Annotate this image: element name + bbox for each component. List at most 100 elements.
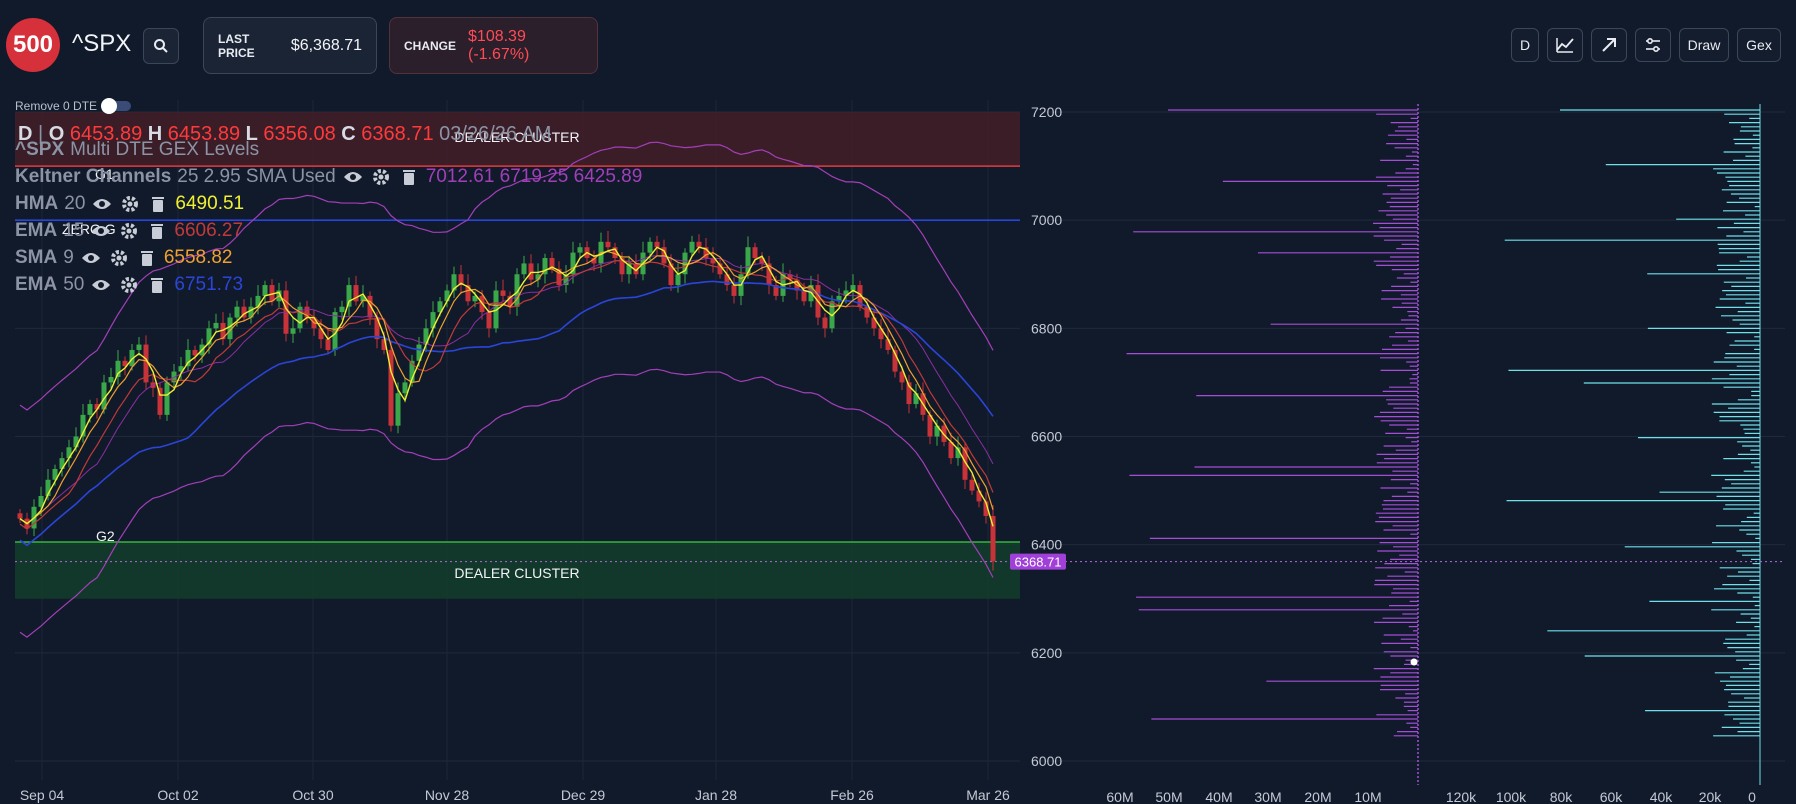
- hist-right-tick: 120k: [1446, 789, 1477, 804]
- candle-body: [626, 263, 632, 275]
- remove-0dte-toggle[interactable]: Remove 0 DTE: [15, 98, 132, 114]
- legend-desc: Multi DTE GEX Levels: [70, 139, 260, 160]
- candle-body: [696, 241, 702, 248]
- candle-body: [549, 258, 555, 269]
- candle-body: [612, 247, 618, 259]
- eye-icon[interactable]: [90, 275, 112, 295]
- last-price-label: LAST PRICE: [218, 31, 255, 60]
- arrow-up-right-icon: [1602, 38, 1616, 52]
- candle-body: [206, 328, 212, 345]
- candle-body: [864, 306, 870, 318]
- gear-icon[interactable]: [118, 275, 140, 295]
- candle-body: [185, 349, 191, 367]
- ohlc-o-label: O: [48, 123, 65, 145]
- ohlc-h-label: H: [147, 123, 163, 145]
- ohlc-l-label: L: [245, 123, 258, 145]
- chart-line-icon: [1556, 38, 1574, 53]
- indicators-button[interactable]: [1547, 28, 1583, 62]
- trash-icon[interactable]: [146, 221, 168, 241]
- trash-icon[interactable]: [136, 248, 158, 268]
- candle-body: [416, 344, 422, 361]
- candle-body: [451, 274, 457, 291]
- eye-icon[interactable]: [80, 248, 102, 268]
- gear-icon[interactable]: [370, 167, 392, 187]
- toggle-knob: [101, 98, 118, 114]
- candle-body: [486, 312, 492, 329]
- candle-body: [990, 516, 996, 562]
- candle-body: [570, 252, 576, 275]
- price-tag-text: 6368.71: [1015, 555, 1062, 570]
- last-price-box: LAST PRICE $6,368.71: [203, 17, 377, 74]
- candle-body: [409, 360, 415, 383]
- candle-body: [493, 290, 499, 329]
- dealer-cluster-top-zone: [15, 112, 1020, 167]
- candle-body: [514, 274, 520, 307]
- gex-button[interactable]: Gex: [1737, 28, 1781, 62]
- draw-button[interactable]: Draw: [1679, 28, 1729, 62]
- candle-body: [913, 393, 919, 405]
- ticker-symbol[interactable]: ^SPX: [72, 30, 132, 57]
- chart-area[interactable]: DEALER CLUSTER DEALER CLUSTER G1 G2 ZERO G 7…: [0, 92, 1796, 804]
- candle-body: [906, 382, 912, 405]
- gex-histograms: [1126, 104, 1761, 785]
- search-button[interactable]: [143, 28, 179, 64]
- gear-icon[interactable]: [108, 248, 130, 268]
- ohlc-period: D: [18, 123, 33, 145]
- trend-arrow-button[interactable]: [1591, 28, 1627, 62]
- legend-row-ema15: EMA 15 6606.27: [15, 217, 642, 244]
- toggle-switch[interactable]: [101, 98, 132, 114]
- y-tick-label: 6600: [1031, 429, 1062, 445]
- candle-body: [563, 274, 569, 286]
- x-tick-label: Feb 26: [830, 787, 874, 803]
- hma-line: [19, 246, 994, 527]
- change-label: CHANGE: [404, 38, 457, 53]
- legend-params: 50: [63, 274, 85, 295]
- x-tick-label: Jan 28: [695, 787, 737, 803]
- candle-body: [220, 322, 226, 340]
- last-price-value: $6,368.71: [290, 36, 362, 54]
- trash-icon[interactable]: [147, 194, 169, 214]
- candle-body: [507, 295, 513, 307]
- hist-right-tick: 60k: [1600, 789, 1624, 804]
- candle-body: [136, 344, 142, 350]
- candle-body: [101, 382, 107, 410]
- candle-body: [465, 285, 471, 302]
- candle-body: [892, 349, 898, 372]
- candle-body: [115, 360, 121, 378]
- candle-body: [122, 360, 128, 367]
- candle-body: [402, 382, 408, 394]
- dealer-cluster-bottom-label: DEALER CLUSTER: [454, 565, 579, 581]
- candle-body: [633, 263, 639, 275]
- dealer-cluster-top-label: DEALER CLUSTER: [454, 129, 579, 145]
- candle-body: [717, 263, 723, 275]
- candle-body: [332, 312, 338, 350]
- candle-body: [143, 344, 149, 383]
- eye-icon[interactable]: [90, 221, 112, 241]
- y-tick-label: 6000: [1031, 753, 1062, 769]
- gear-icon[interactable]: [119, 194, 141, 214]
- legend-row-sma9: SMA 9 6558.82: [15, 244, 642, 271]
- eye-icon[interactable]: [91, 194, 113, 214]
- ohlc-time: 03/26/26 AM: [439, 123, 552, 145]
- candle-body: [269, 285, 275, 302]
- hist-right-tick: 40k: [1650, 789, 1674, 804]
- candle-body: [73, 436, 79, 448]
- trash-icon[interactable]: [146, 275, 168, 295]
- candle-body: [871, 317, 877, 329]
- candle-body: [437, 301, 443, 313]
- gear-icon[interactable]: [118, 221, 140, 241]
- keltner-lower: [19, 368, 994, 638]
- timeframe-button[interactable]: D: [1511, 28, 1539, 62]
- gex-marker-dot: [1410, 658, 1418, 666]
- candle-body: [647, 241, 653, 253]
- trash-icon[interactable]: [398, 167, 420, 187]
- settings-sliders-button[interactable]: [1635, 28, 1671, 62]
- eye-icon[interactable]: [342, 167, 364, 187]
- candle-body: [668, 263, 674, 286]
- keltner-upper: [19, 141, 994, 411]
- candle-body: [682, 252, 688, 275]
- candle-body: [605, 241, 611, 248]
- g2-label: G2: [96, 528, 115, 544]
- candle-body: [822, 317, 828, 329]
